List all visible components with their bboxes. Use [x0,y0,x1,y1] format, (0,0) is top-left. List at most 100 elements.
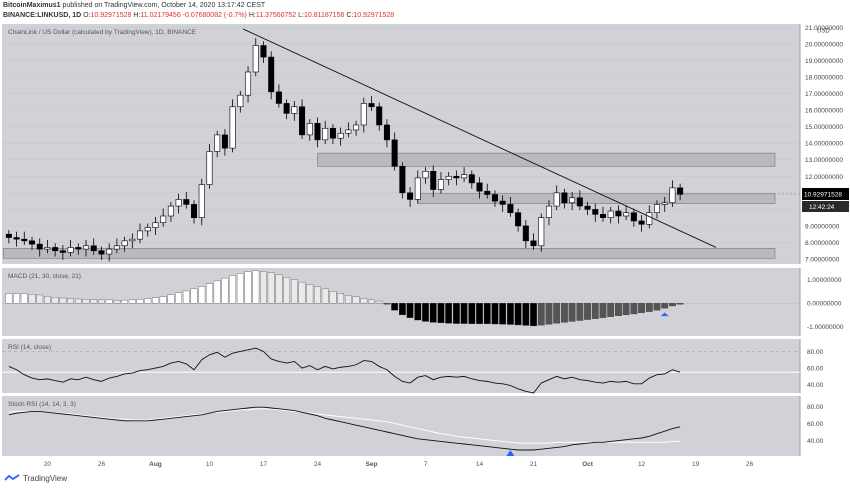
panel-bg-0 [2,24,800,264]
macd-y-tick: 0.00000000 [807,301,842,308]
candle-down [329,127,336,139]
macd-histogram-bar [630,303,638,315]
candle-down [576,197,583,207]
macd-histogram-bar [522,303,530,326]
x-axis-tick: Oct [582,461,594,468]
macd-histogram-bar [452,303,460,324]
macd-histogram-bar [599,303,607,318]
publish-line: BitcoinMaximus1 published on TradingView… [3,2,265,9]
x-axis-tick: 26 [98,461,106,468]
downtrend-line [242,28,717,248]
candle-up [245,71,252,96]
x-axis-tick: 10 [206,461,214,468]
rsi-title: RSI (14, close) [8,344,51,351]
candle-up [353,124,360,131]
x-axis-tick: 20 [44,461,52,468]
macd-histogram-bar [537,303,545,326]
price-y-tick: 9.00000000 [805,223,840,230]
macd-histogram-bar [437,303,445,324]
candle-up [106,248,113,255]
macd-histogram-bar [213,280,221,304]
ohlc-line: BINANCE:LINKUSD, 1D O:10.92971528 H:11.0… [3,12,395,19]
macd-histogram-bar [90,299,98,304]
candle-down [21,238,28,242]
price-y-tick: 19.00000000 [805,58,843,65]
candle-down [530,240,537,247]
author-name[interactable]: BitcoinMaximus1 [3,2,61,9]
macd-histogram-bar [113,299,121,304]
price-y-tick: 8.00000000 [805,240,840,247]
candle-down [13,237,20,240]
macd-histogram-bar [445,303,453,324]
stoch-y-tick: 40.00 [807,438,824,445]
symbol-label[interactable]: BINANCE:LINKUSD, 1D [3,12,82,19]
support-zone [3,248,776,259]
candle-down [630,212,637,222]
candle-up [67,247,74,253]
rsi-y-tick: 80.00 [807,349,824,356]
macd-histogram-bar [98,299,105,304]
macd-histogram-bar [198,286,206,304]
candle-down [314,123,321,141]
macd-histogram-bar [676,303,684,305]
candle-up [414,177,421,200]
macd-histogram-bar [483,303,491,324]
macd-histogram-bar [344,295,352,304]
candle-down [399,166,406,194]
macd-histogram-bar [275,274,283,304]
stoch-y-tick: 80.00 [807,404,824,411]
candle-up [669,187,676,204]
candle-up [545,205,552,218]
macd-histogram-bar [414,303,422,321]
candle-up [206,151,213,185]
macd-y-tick: -1.00000000 [807,324,844,331]
candle-up [83,245,90,250]
stoch-d-line [8,408,681,444]
macd-histogram-bar [638,303,645,313]
candle-down [29,240,36,245]
macd-histogram-bar [329,291,337,304]
macd-histogram-bar [267,272,275,304]
macd-histogram-bar [398,303,406,316]
macd-histogram-bar [553,303,561,324]
candle-down [453,175,460,179]
candle-down [275,91,282,104]
last-price-value: 10.92971528 [804,191,842,198]
macd-histogram-bar [283,276,291,304]
x-axis-tick: 26 [746,461,754,468]
price-chart-title: ChainLink / US Dollar (calculated by Tra… [8,29,197,36]
candle-down [191,204,198,218]
x-axis-tick: 7 [424,461,428,468]
candle-down [561,192,568,204]
candle-up [129,238,136,242]
candle-up [44,247,51,250]
support-zone [417,193,776,204]
candle-up [113,245,120,250]
macd-histogram-bar [615,303,622,316]
candle-down [221,134,228,149]
macd-histogram-bar [429,303,437,323]
macd-histogram-bar [645,303,653,312]
publish-info: published on TradingView.com, October 14… [62,2,266,9]
candle-down [584,205,591,210]
candle-down [476,182,483,192]
price-y-tick: 15.00000000 [805,124,843,131]
h-value: 11.37560752 [255,12,297,19]
candle-down [499,200,506,205]
macd-histogram-bar [422,303,429,322]
macd-histogram-bar [121,299,128,304]
candle-up [345,129,352,134]
macd-histogram-bar [622,303,630,316]
countdown-value: 12:42:24 [809,204,835,211]
macd-histogram-bar [229,275,237,304]
candle-down [484,190,491,195]
macd-histogram-bar [105,299,113,304]
macd-histogram-bar [44,295,51,304]
macd-histogram-bar [383,303,391,305]
candle-down [599,214,606,218]
price-y-tick: 16.00000000 [805,108,843,115]
candle-down [36,243,43,250]
candle-up [461,174,468,179]
candle-down [638,220,645,225]
